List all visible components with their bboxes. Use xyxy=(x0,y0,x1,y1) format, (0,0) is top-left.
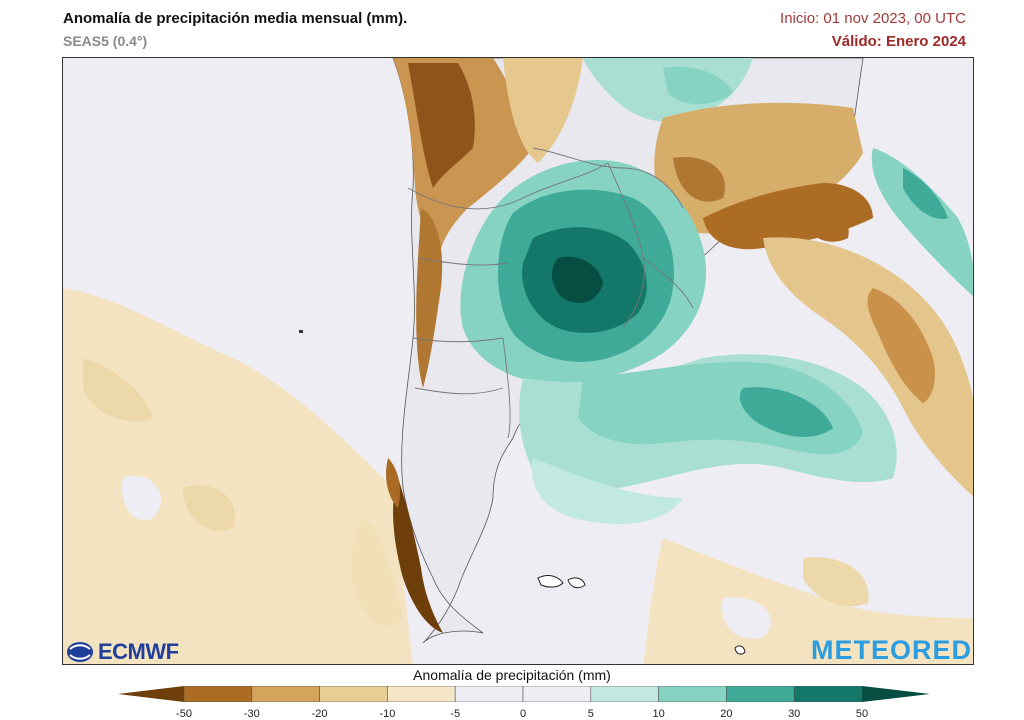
pacific-dry-area xyxy=(63,288,413,664)
atlantic-wet-north-core xyxy=(903,168,948,219)
model-subtitle: SEAS5 (0.4°) xyxy=(63,33,148,49)
colorbar-tick-label: 30 xyxy=(788,708,801,720)
colorbar-title: Anomalía de precipitación (mm) xyxy=(413,667,611,683)
colorbar-segment xyxy=(590,686,659,702)
colorbar-segment xyxy=(522,686,592,702)
ecmwf-symbol-icon xyxy=(67,642,93,662)
andes-dry-south xyxy=(416,208,443,388)
colorbar-tick-label: 20 xyxy=(720,708,733,720)
colorbar-segment xyxy=(319,686,388,702)
colorbar-segment xyxy=(793,686,863,702)
ecmwf-logo: ECMWF xyxy=(66,639,179,665)
chile-south-dry xyxy=(393,478,443,633)
colorbar-segment xyxy=(387,686,456,702)
pacific-gap xyxy=(122,476,162,521)
valid-date: Válido: Enero 2024 xyxy=(831,33,966,50)
amazon-wet-area-2 xyxy=(663,66,733,105)
colorbar xyxy=(118,686,930,702)
colorbar-segment xyxy=(658,686,727,702)
pacific-dry-area-3 xyxy=(183,485,235,531)
atlantic-wet-light xyxy=(532,458,683,524)
south-atlantic-dry xyxy=(643,538,973,664)
colorbar-tick-label: 50 xyxy=(855,708,869,720)
atlantic-dry-small xyxy=(803,207,849,242)
chile-south-dry-2 xyxy=(386,458,400,508)
patagonia-light-dry xyxy=(351,518,403,627)
atlantic-dry-band xyxy=(763,237,973,497)
colorbar-arrow-right xyxy=(862,686,930,702)
pacific-dry-area-2 xyxy=(83,358,153,422)
country-borders xyxy=(407,147,694,439)
atlantic-wet-north xyxy=(871,148,973,297)
map-title: Anomalía de precipitación media mensual … xyxy=(63,10,408,27)
island-pacific xyxy=(299,330,303,333)
south-atlantic-dry-2 xyxy=(803,557,869,607)
init-date: Inicio: 01 nov 2023, 00 UTC xyxy=(780,10,966,27)
falkland-islands xyxy=(537,575,586,589)
precipitation-anomaly-map xyxy=(62,57,974,665)
colorbar-tick-label: -50 xyxy=(176,708,192,720)
colorbar-tick-label: -5 xyxy=(450,708,461,720)
colorbar-segment xyxy=(454,686,524,702)
andes-dry-core xyxy=(408,63,475,188)
ecmwf-logo-text: ECMWF xyxy=(98,639,179,664)
atlantic-wet-plume-core xyxy=(739,387,833,438)
andes-dry-light xyxy=(503,58,583,163)
colorbar-tick-label: -20 xyxy=(311,708,328,720)
colorbar-tick-label: -30 xyxy=(243,708,260,720)
colorbar-segment xyxy=(726,686,795,702)
atlantic-dry-core xyxy=(867,288,935,403)
islands-south xyxy=(734,645,746,655)
colorbar-segment xyxy=(251,686,320,702)
central-wet-darkest xyxy=(551,256,603,303)
colorbar-arrow-left xyxy=(118,686,184,702)
brazil-east-dry-core xyxy=(673,157,725,202)
south-atlantic-gap xyxy=(722,597,771,639)
colorbar-tick-label: 5 xyxy=(587,708,594,720)
colorbar-tick-label: 10 xyxy=(652,708,665,720)
colorbar-tick-label: -10 xyxy=(379,708,396,720)
colorbar-tick-label: 0 xyxy=(519,708,527,720)
map-svg xyxy=(63,58,973,664)
meteored-logo: METEORED xyxy=(810,635,972,665)
colorbar-segment xyxy=(183,686,253,702)
